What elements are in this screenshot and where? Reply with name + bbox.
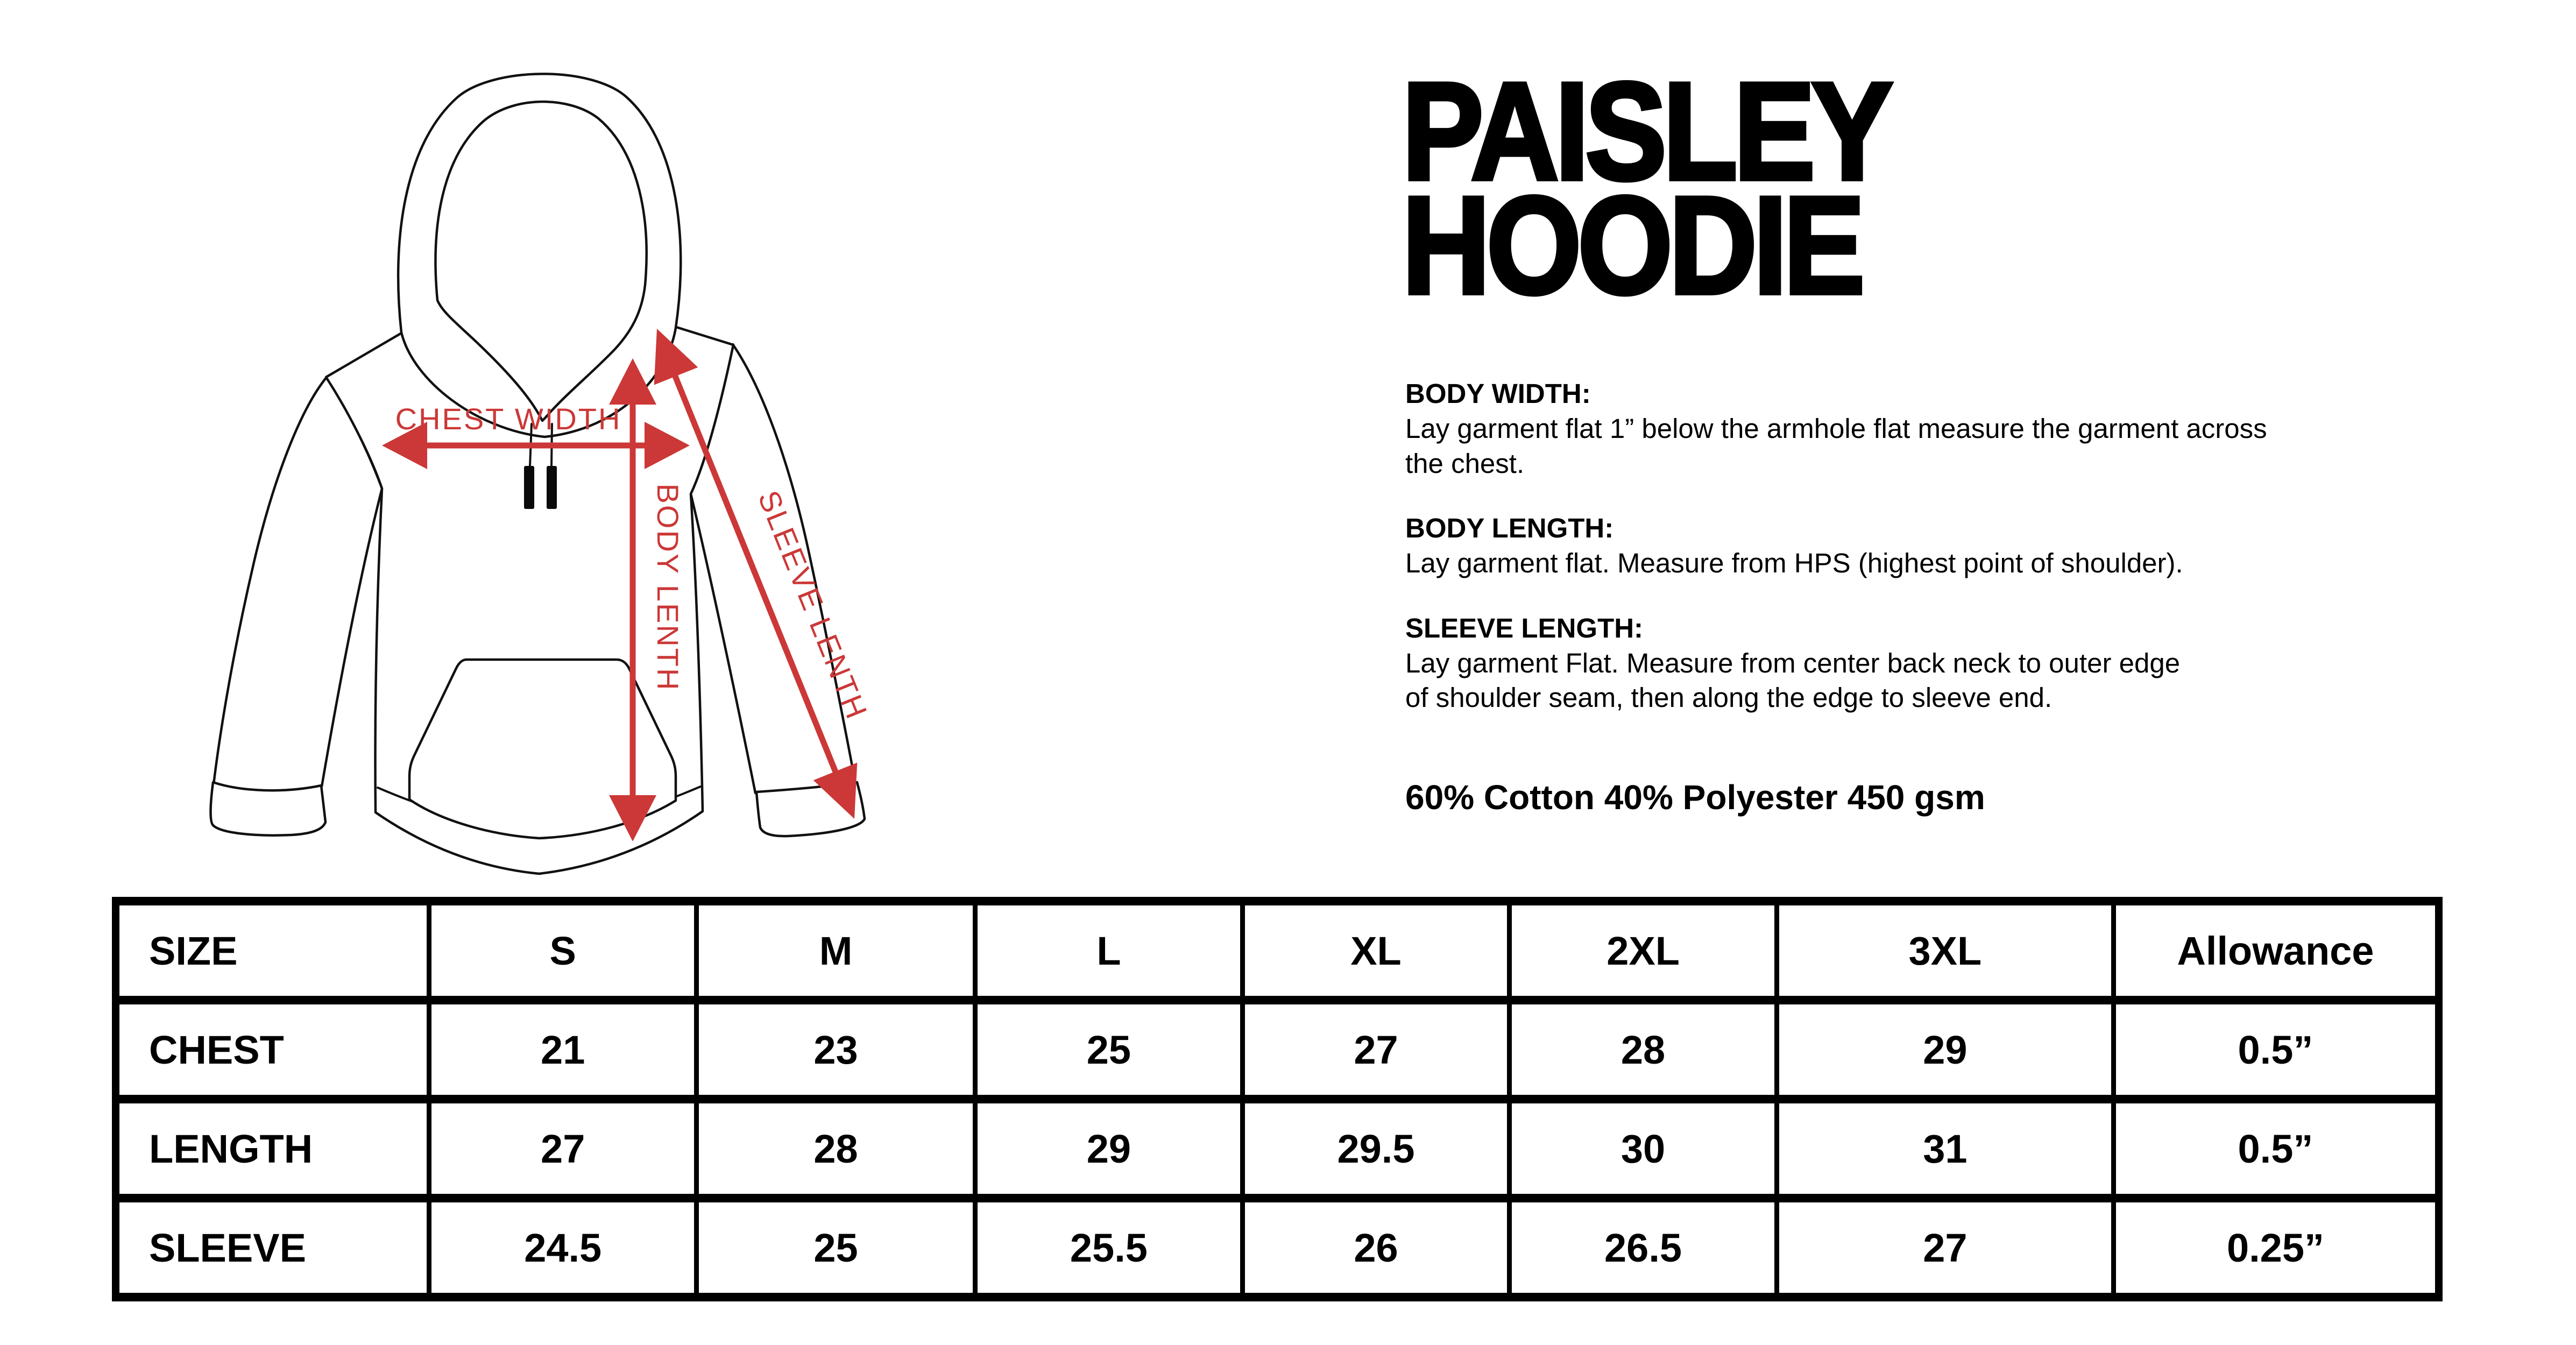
measure-sections: BODY WIDTH: Lay garment flat 1” below the… xyxy=(1405,377,2546,716)
size-cell: 25 xyxy=(973,996,1245,1103)
size-column-header: SIZE xyxy=(113,897,432,1004)
size-cell: 28 xyxy=(693,1095,978,1202)
section-line: of shoulder seam, then along the edge to… xyxy=(1405,682,2053,713)
size-cell: 29.5 xyxy=(1240,1095,1512,1202)
section-line: Lay garment flat. Measure from HPS (high… xyxy=(1405,548,2183,579)
chest-arrowhead-left xyxy=(382,422,427,469)
size-table-row: SLEEVE 24.5 25 25.5 26 26.5 27 0.25” xyxy=(113,1194,2441,1301)
size-cell: 0.5” xyxy=(2111,1095,2441,1202)
size-cell: 27 xyxy=(1240,996,1512,1103)
section-body: Lay garment flat 1” below the armhole fl… xyxy=(1405,412,2546,482)
size-cell: 25.5 xyxy=(973,1194,1245,1301)
size-cell: 26.5 xyxy=(1507,1194,1779,1301)
section-line: the chest. xyxy=(1405,448,1525,479)
column-header-l: L xyxy=(973,897,1245,1004)
body-arrowhead-bottom xyxy=(609,795,656,841)
product-title-line2: HOODIE xyxy=(1400,167,1866,323)
size-cell: 28 xyxy=(1507,996,1779,1103)
sleeve-length-arrow xyxy=(668,365,843,783)
size-cell: 31 xyxy=(1774,1095,2116,1202)
sleeve-arrowhead-top xyxy=(654,329,698,385)
size-cell: 29 xyxy=(973,1095,1245,1202)
row-label: LENGTH xyxy=(113,1095,432,1202)
measure-section: SLEEVE LENGTH: Lay garment Flat. Measure … xyxy=(1405,611,2546,716)
product-title: PAISLEY HOODIE xyxy=(1400,53,1894,323)
measure-section: BODY LENGTH: Lay garment flat. Measure fr… xyxy=(1405,511,2546,581)
section-heading: BODY LENGTH: xyxy=(1405,513,1614,544)
fabric-composition: 60% Cotton 40% Polyester 450 gsm xyxy=(1405,778,1985,817)
product-title-line1: PAISLEY xyxy=(1400,53,1894,209)
column-header-allowance: Allowance xyxy=(2111,897,2441,1004)
sleeve-arrowhead-bottom xyxy=(813,762,858,819)
section-body: Lay garment Flat. Measure from center ba… xyxy=(1405,646,2546,716)
hoodie-measurement-diagram: CHEST WIDTH BODY LENTH SLEEVE LENTH xyxy=(161,32,968,893)
size-table-row: LENGTH 27 28 29 29.5 30 31 0.5” xyxy=(113,1095,2441,1202)
column-header-xl: XL xyxy=(1240,897,1512,1004)
section-line: Lay garment flat 1” below the armhole fl… xyxy=(1405,413,2267,444)
drawstring-aglet-left xyxy=(524,466,534,509)
body-arrowhead-top xyxy=(609,358,656,405)
hoodie-diagram-svg: CHEST WIDTH BODY LENTH SLEEVE LENTH xyxy=(209,73,874,875)
body-length-label: BODY LENTH xyxy=(651,484,685,692)
column-header-2xl: 2XL xyxy=(1507,897,1779,1004)
size-table-row: CHEST 21 23 25 27 28 29 0.5” xyxy=(113,996,2441,1103)
size-table-header-row: SIZE S M L XL 2XL 3XL Allowance xyxy=(113,897,2441,1004)
kangaroo-pocket xyxy=(408,658,677,840)
size-cell: 25 xyxy=(693,1194,978,1301)
size-cell: 24.5 xyxy=(427,1194,699,1301)
size-cell: 27 xyxy=(1774,1194,2116,1301)
size-cell: 21 xyxy=(427,996,699,1103)
size-cell: 23 xyxy=(693,996,978,1103)
size-table: SIZE S M L XL 2XL 3XL Allowance CHEST 21 23 25 27 28 2… xyxy=(112,897,2443,1301)
size-cell: 26 xyxy=(1240,1194,1512,1301)
hoodie-left-sleeve xyxy=(212,375,384,795)
column-header-m: M xyxy=(693,897,978,1004)
size-cell: 27 xyxy=(427,1095,699,1202)
measure-section: BODY WIDTH: Lay garment flat 1” below the… xyxy=(1405,377,2546,481)
size-cell: 0.25” xyxy=(2111,1194,2441,1301)
section-body: Lay garment flat. Measure from HPS (high… xyxy=(1405,546,2546,581)
column-header-3xl: 3XL xyxy=(1774,897,2116,1004)
size-cell: 30 xyxy=(1507,1095,1779,1202)
size-cell: 29 xyxy=(1774,996,2116,1103)
section-line: Lay garment Flat. Measure from center ba… xyxy=(1405,647,2181,678)
hood-opening xyxy=(434,100,648,422)
section-heading: SLEEVE LENGTH: xyxy=(1405,612,1644,643)
drawstring-aglet-right xyxy=(547,466,557,509)
row-label: CHEST xyxy=(113,996,432,1103)
chest-width-label: CHEST WIDTH xyxy=(395,402,622,436)
column-header-s: S xyxy=(427,897,699,1004)
chest-arrowhead-right xyxy=(645,422,690,469)
info-column: BODY WIDTH: Lay garment flat 1” below the… xyxy=(1405,377,2546,819)
row-label: SLEEVE xyxy=(113,1194,432,1301)
left-cuff xyxy=(209,781,327,837)
size-cell: 0.5” xyxy=(2111,996,2441,1103)
section-heading: BODY WIDTH: xyxy=(1405,378,1591,409)
